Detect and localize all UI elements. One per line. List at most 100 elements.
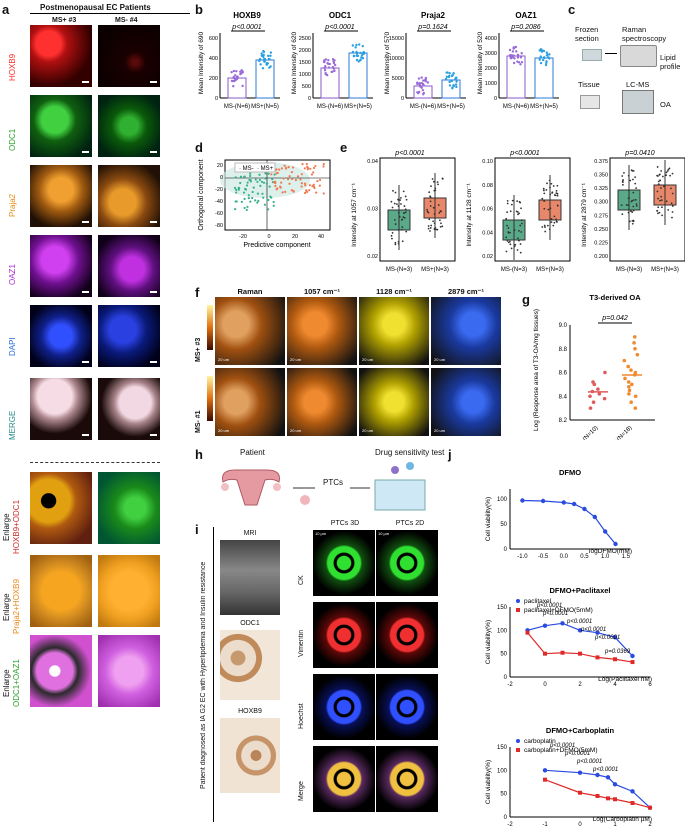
- scale-label: 20 um: [290, 357, 302, 362]
- data-point: [633, 394, 638, 399]
- data-point: [669, 174, 671, 177]
- ptc-3d-merge-image: [313, 746, 375, 812]
- y-tick-label: 0.350: [594, 173, 608, 179]
- data-point: [560, 621, 565, 626]
- ms-minus-point: [243, 175, 246, 178]
- data-point: [550, 218, 553, 220]
- ms-plus-point: [276, 187, 279, 190]
- scale-bar: [150, 291, 157, 293]
- data-point: [657, 212, 659, 215]
- data-point: [514, 45, 518, 49]
- ms-plus-point: [287, 166, 290, 169]
- scale-label: 10 µm: [315, 531, 327, 536]
- ms-minus-point: [251, 196, 254, 200]
- data-point: [357, 60, 360, 63]
- dapi-ms-minus-image: [98, 305, 160, 367]
- y-tick-label: 100: [497, 768, 508, 774]
- p-value: p<0.0001: [594, 635, 620, 641]
- x-tick-label: 40: [318, 234, 324, 240]
- p-value: p=0.0410: [624, 150, 654, 157]
- data-point: [541, 197, 544, 200]
- ms-plus-point: [300, 185, 303, 188]
- y-tick-label: 500: [302, 84, 311, 90]
- y-tick-label: 2000: [299, 48, 311, 54]
- data-point: [622, 179, 625, 181]
- scale-label: 20 um: [218, 357, 230, 362]
- x-axis-label: logDFMO(mM): [589, 548, 632, 555]
- data-point: [397, 211, 400, 214]
- data-point: [355, 58, 359, 62]
- data-point: [429, 195, 432, 198]
- ms-plus-point: [316, 179, 319, 183]
- data-point: [361, 44, 364, 48]
- plot-title: ODC1: [329, 11, 352, 20]
- y-tick-label: 8.8: [559, 347, 568, 353]
- bar: [441, 79, 461, 99]
- data-point: [629, 368, 633, 372]
- data-point: [240, 72, 243, 75]
- ms-minus-point: [233, 186, 237, 190]
- data-point: [441, 177, 444, 180]
- ms-plus-point: [280, 167, 284, 170]
- data-point: [262, 55, 265, 59]
- data-point: [549, 186, 551, 189]
- data-point: [391, 231, 394, 234]
- drug-test-label: Drug sensitivity test: [375, 448, 445, 457]
- data-point: [512, 46, 515, 49]
- x-tick-label: MS+(N=5): [530, 104, 558, 110]
- data-point: [437, 204, 440, 206]
- data-point: [544, 226, 546, 228]
- data-point: [631, 222, 634, 225]
- hoxb9-ms-plus-image: [30, 25, 92, 87]
- scale-label: 20 um: [362, 357, 374, 362]
- plot-frame: [494, 157, 571, 262]
- ms-plus-point: [303, 167, 306, 170]
- panel-e-box-plots: p<0.0001 Intensity at 1057 cm⁻¹ 0.02 0.03 0.…: [351, 150, 685, 273]
- y-tick-label: 10000: [389, 56, 404, 62]
- data-point: [630, 801, 635, 805]
- data-point: [260, 52, 263, 55]
- p-value: p=0.042: [601, 315, 628, 322]
- x-tick-label: -20: [239, 234, 247, 240]
- enlarge-hoxb9-odc1-ms-plus-image: [30, 472, 92, 544]
- data-point: [658, 211, 661, 214]
- data-point: [603, 370, 607, 375]
- data-point: [548, 179, 551, 182]
- data-point: [397, 228, 400, 231]
- y-tick-label: 4000: [485, 36, 497, 42]
- data-point: [550, 182, 553, 185]
- ms-plus-point: [305, 162, 308, 166]
- data-point: [632, 178, 634, 181]
- scale-bar: [82, 361, 89, 363]
- data-point: [545, 51, 548, 54]
- data-point: [648, 805, 652, 810]
- ms-plus-point: [322, 192, 325, 195]
- oa-label: OA: [660, 100, 671, 109]
- data-point: [553, 221, 556, 224]
- data-point: [402, 216, 405, 219]
- data-point: [327, 62, 330, 66]
- ms-minus-point: [262, 181, 266, 184]
- y-tick-label: 0: [220, 175, 223, 181]
- plot-title: Praja2: [421, 11, 446, 20]
- ms-plus-point: [276, 171, 279, 175]
- data-point: [630, 789, 635, 794]
- bar-plot-oaz1: OAZ1 p=0.2086 Mean Intensity of 520 0 1000 20…: [477, 11, 559, 110]
- data-point: [538, 58, 541, 61]
- data-point: [510, 203, 513, 206]
- data-point: [657, 175, 659, 177]
- data-point: [545, 189, 548, 191]
- data-point: [656, 190, 659, 193]
- data-point: [631, 211, 634, 213]
- p-value: p<0.0001: [509, 150, 539, 157]
- data-point: [266, 54, 270, 58]
- data-point: [333, 59, 336, 62]
- x-tick-label: -2: [507, 682, 513, 688]
- y-tick-label: 150: [497, 605, 508, 611]
- y-tick-label: 0.02: [482, 254, 493, 260]
- panel-a-letter: a: [2, 2, 10, 17]
- ms-minus-point: [267, 172, 270, 175]
- data-point: [613, 657, 617, 662]
- data-point: [436, 181, 439, 183]
- y-tick-label: 100: [497, 497, 508, 503]
